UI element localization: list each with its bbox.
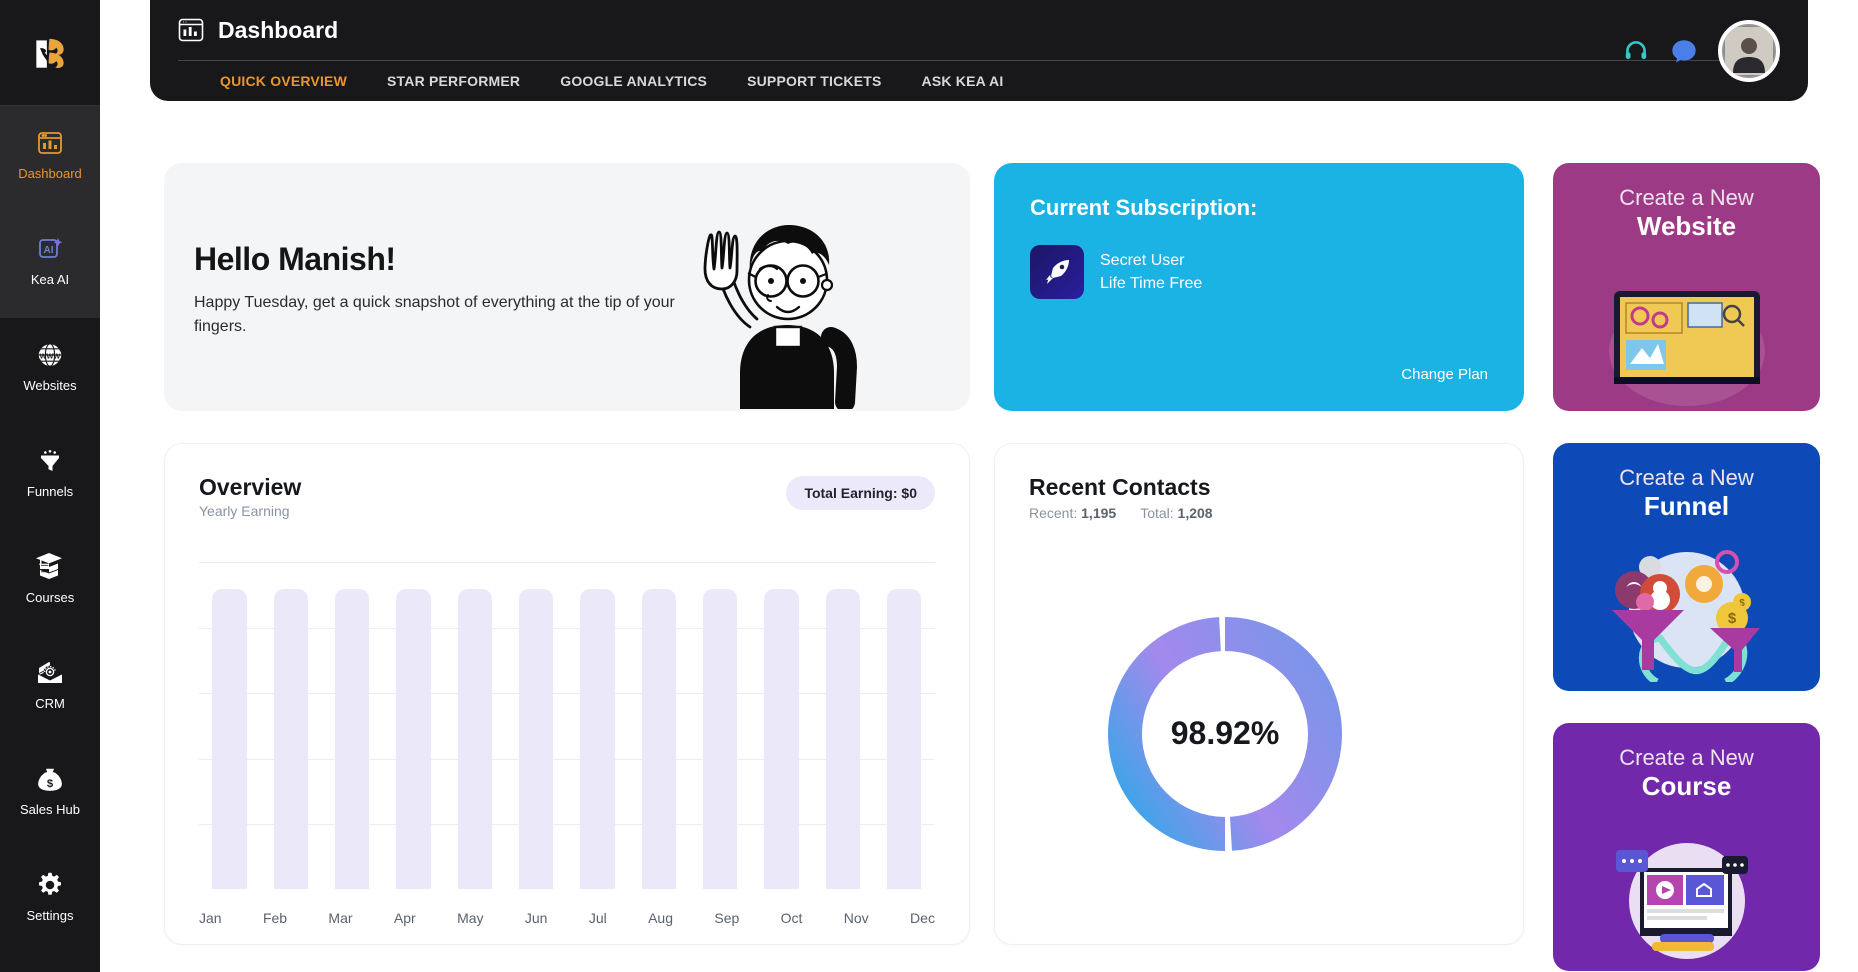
svg-text:98.92%: 98.92%	[1171, 715, 1280, 751]
svg-text:$: $	[1727, 610, 1736, 627]
